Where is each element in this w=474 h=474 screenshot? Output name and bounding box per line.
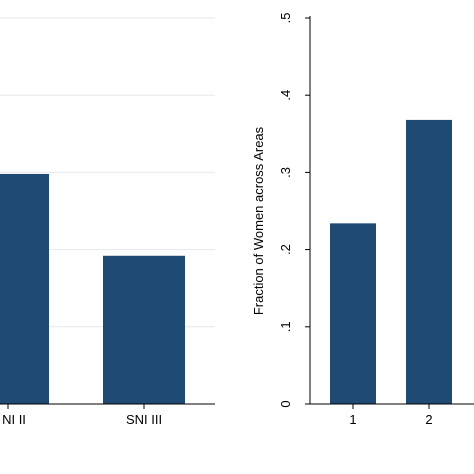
right-y-tick-label: .3 [278,167,293,178]
right-y-tick-label: .4 [278,90,293,101]
left-x-tick-label: NI II [2,412,26,427]
right-y-tick-label: .5 [278,13,293,24]
left-bar-1 [0,173,49,404]
left-chart-panel: NI II SNI III [0,17,215,427]
left-bar-2 [103,255,185,404]
right-bar-1 [330,223,376,404]
right-y-tick-label: 0 [278,400,293,407]
right-y-tick-label: .1 [278,321,293,332]
right-y-axis-title: Fraction of Women across Areas [251,126,266,315]
right-y-tick-label: .2 [278,244,293,255]
left-x-tick-label: SNI III [126,412,162,427]
right-chart-panel: 0 .1 .2 .3 .4 .5 Fraction of Women across Area… [251,13,474,427]
right-bar-2 [406,119,452,405]
right-x-tick-label: 2 [425,412,432,427]
right-x-tick-label: 1 [349,412,356,427]
